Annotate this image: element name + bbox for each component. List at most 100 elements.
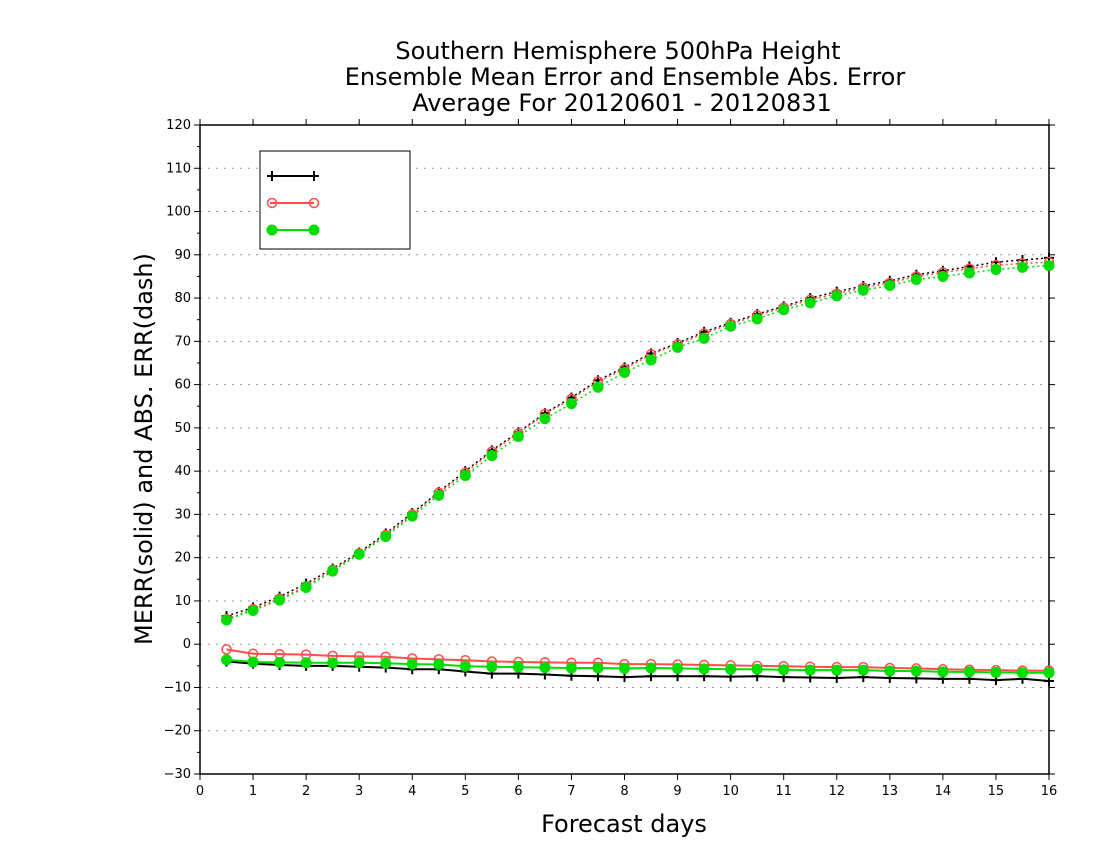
marker-filled-circle xyxy=(884,665,896,677)
marker-filled-circle xyxy=(486,661,498,673)
series-green-mean-error-point xyxy=(884,665,896,677)
series-green-abs-error-point xyxy=(672,341,684,353)
x-tick-label: 16 xyxy=(1041,784,1058,799)
marker-filled-circle xyxy=(963,267,975,279)
y-tick-label: −30 xyxy=(164,767,191,782)
series-green-mean-error-point xyxy=(247,656,259,668)
series-green-mean-error-point xyxy=(327,657,339,669)
x-tick-label: 4 xyxy=(408,784,416,799)
grid-lines xyxy=(200,167,1049,732)
marker-filled-circle xyxy=(486,450,498,462)
x-tick-label: 5 xyxy=(461,784,469,799)
series-green-mean-error-point xyxy=(619,662,630,674)
series-green-mean-error-point xyxy=(565,662,577,674)
marker-filled-circle xyxy=(937,666,949,678)
marker-filled-circle xyxy=(353,657,365,669)
series-green-abs-error-point xyxy=(645,354,657,366)
x-tick-label: 13 xyxy=(882,784,899,799)
x-tick-label: 15 xyxy=(988,784,1005,799)
marker-filled-circle xyxy=(592,662,604,674)
marker-filled-circle xyxy=(327,565,339,577)
marker-filled-circle xyxy=(778,664,790,676)
marker-filled-circle xyxy=(857,664,869,676)
legend-item xyxy=(266,224,320,236)
y-tick-label: 0 xyxy=(183,637,191,652)
y-tick-label: −20 xyxy=(164,724,191,739)
y-tick-label: 70 xyxy=(174,334,191,349)
marker-filled-circle xyxy=(380,657,392,669)
marker-filled-circle xyxy=(990,666,1002,678)
series-green-mean-error-point xyxy=(274,656,286,668)
marker-filled-circle xyxy=(619,662,630,674)
marker-filled-circle xyxy=(857,284,869,296)
chart-title-line-2: Ensemble Mean Error and Ensemble Abs. Er… xyxy=(345,63,906,91)
marker-open-circle xyxy=(308,197,320,209)
marker-filled-circle xyxy=(884,280,896,292)
marker-filled-circle xyxy=(380,530,392,542)
marker-filled-circle xyxy=(512,661,524,673)
marker-open-circle xyxy=(221,644,232,655)
y-tick-label: 60 xyxy=(174,378,191,393)
x-tick-label: 0 xyxy=(196,784,204,799)
series-red-abs-error-line xyxy=(226,261,1050,620)
y-tick-label: 120 xyxy=(166,118,191,133)
series-green-mean-error-point xyxy=(433,659,445,671)
marker-filled-circle xyxy=(539,413,551,425)
series-green-mean-error-point xyxy=(459,660,471,672)
series-green-abs-error-point xyxy=(353,548,365,560)
series-green-abs-error-point xyxy=(300,582,312,594)
x-axis-label: Forecast days xyxy=(541,810,707,838)
series-green-mean-error-point xyxy=(1016,667,1028,679)
series-green-abs-error-point xyxy=(910,273,922,285)
series-green-abs-error-point xyxy=(990,264,1002,276)
series-green-abs-error-point xyxy=(963,267,975,279)
series-green-abs-error-point xyxy=(274,594,286,606)
series-green-abs-error-point xyxy=(565,398,577,410)
marker-filled-circle xyxy=(910,273,922,285)
marker-filled-circle xyxy=(512,431,524,443)
marker-filled-circle xyxy=(433,489,445,501)
marker-filled-circle xyxy=(910,665,922,677)
marker-filled-circle xyxy=(1016,261,1028,273)
series-green-abs-error-point xyxy=(884,280,896,292)
marker-filled-circle xyxy=(1016,667,1028,679)
x-tick-label: 7 xyxy=(567,784,575,799)
legend-marker-start xyxy=(267,171,277,181)
x-tick-label: 1 xyxy=(249,784,257,799)
marker-filled-circle xyxy=(937,270,949,282)
marker-filled-circle xyxy=(963,666,975,678)
series-green-abs-error-point xyxy=(831,290,843,302)
marker-filled-circle xyxy=(247,604,259,616)
x-tick-label: 2 xyxy=(302,784,310,799)
legend-marker-start xyxy=(266,224,278,236)
legend-marker-end xyxy=(309,171,319,181)
marker-filled-circle xyxy=(406,510,418,522)
series-green-mean-error-point xyxy=(406,658,418,670)
series-red xyxy=(221,256,1055,676)
y-tick-label: 50 xyxy=(174,421,191,436)
marker-filled-circle xyxy=(619,366,630,378)
series-green-mean-error-point xyxy=(804,664,816,676)
series-green-mean-error-point xyxy=(778,664,790,676)
series-green-mean-error-point xyxy=(512,661,524,673)
series-green-abs-error-point xyxy=(804,297,816,309)
x-tick-label: 6 xyxy=(514,784,522,799)
series-green-mean-error-point xyxy=(831,664,843,676)
x-tick-label: 11 xyxy=(775,784,792,799)
x-tick-label: 14 xyxy=(935,784,952,799)
y-tick-label: −10 xyxy=(164,680,191,695)
series-green-abs-error-point xyxy=(327,565,339,577)
series-green-mean-error-point xyxy=(751,663,763,675)
legend-marker-end xyxy=(308,197,320,209)
series-green-mean-error-point xyxy=(539,662,551,674)
series-green-mean-error-point xyxy=(910,665,922,677)
marker-filled-circle xyxy=(221,654,233,666)
marker-filled-circle xyxy=(592,381,604,393)
y-tick-label: 110 xyxy=(166,161,191,176)
x-tick-label: 9 xyxy=(673,784,681,799)
series-green-abs-error-point xyxy=(221,614,233,626)
series-green-mean-error-point xyxy=(486,661,498,673)
legend xyxy=(259,150,411,250)
